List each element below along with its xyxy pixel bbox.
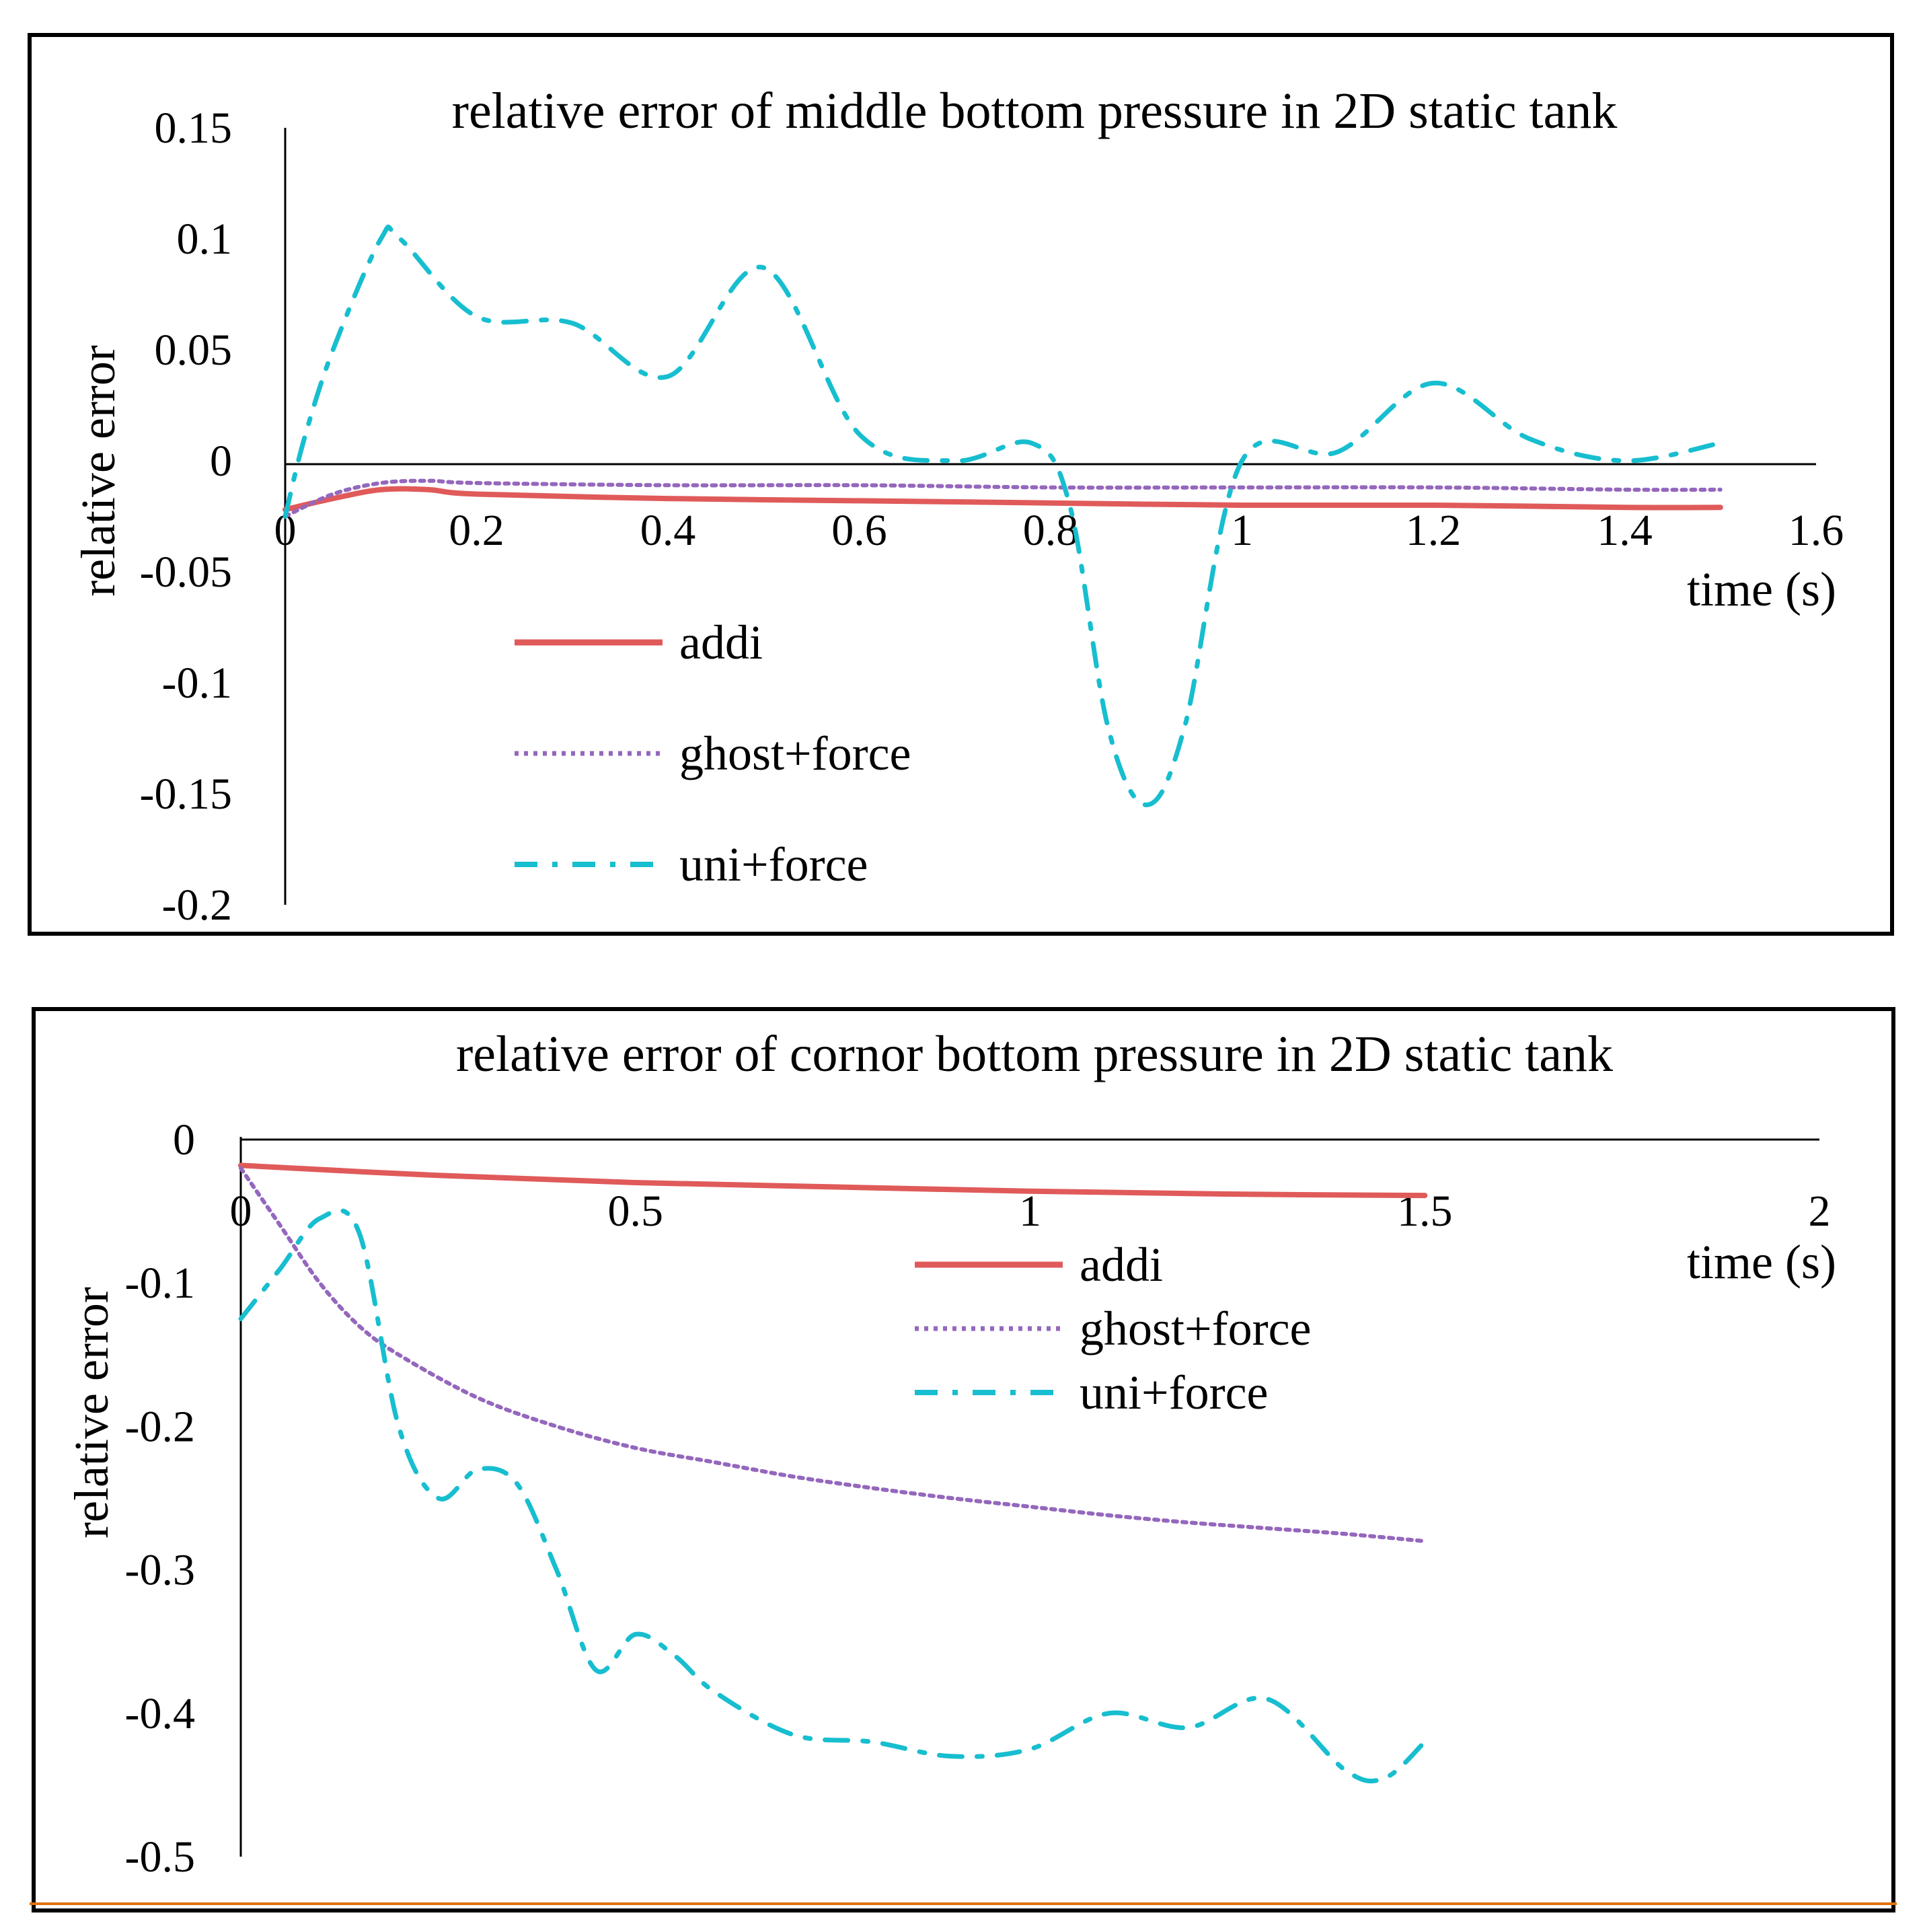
- chart-frame: [32, 1007, 1895, 1912]
- y-tick-label: 0: [173, 1115, 195, 1164]
- y-tick-label: 0.15: [155, 104, 233, 153]
- y-tick-label: -0.05: [140, 548, 232, 597]
- x-tick-label: 0: [230, 1187, 252, 1236]
- y-tick-label: -0.2: [125, 1402, 195, 1451]
- y-tick-label: -0.2: [162, 881, 232, 930]
- legend: addi ghost+force uni+force: [515, 616, 911, 891]
- chart-corner-bottom-pressure: relative error of cornor bottom pressure…: [32, 1007, 1895, 1912]
- y-tick-label: -0.15: [140, 770, 232, 819]
- y-tick-label: 0.05: [155, 326, 233, 375]
- y-tick-label: -0.5: [125, 1832, 195, 1882]
- x-tick-label: 1: [1231, 506, 1253, 555]
- chart-title: relative error of middle bottom pressure…: [452, 83, 1618, 139]
- x-tick-label: 0.6: [831, 506, 887, 555]
- y-axis-label: relative error: [65, 1287, 118, 1538]
- legend-label: ghost+force: [679, 727, 911, 780]
- legend-label: uni+force: [679, 838, 868, 891]
- x-tick-label: 0.8: [1023, 506, 1079, 555]
- x-axis-label: time (s): [1687, 1235, 1836, 1289]
- y-tick-label: 0.1: [177, 215, 233, 264]
- legend: addi ghost+force uni+force: [915, 1238, 1312, 1419]
- y-tick-label: -0.3: [125, 1546, 195, 1595]
- x-tick-label: 1.2: [1406, 506, 1462, 555]
- x-tick-label: 0.4: [640, 506, 696, 555]
- series-line-uni-force: [282, 224, 1723, 807]
- series-line-uni-force: [238, 1208, 1427, 1784]
- series-line-ghost-force: [283, 478, 1723, 519]
- series-line-addi: [238, 1162, 1428, 1199]
- series-line-addi: [282, 486, 1723, 513]
- x-tick-label: 1.6: [1788, 506, 1844, 555]
- x-axis-label: time (s): [1687, 562, 1836, 616]
- series-line-ghost-force: [239, 1166, 1427, 1543]
- y-tick-label: 0: [210, 437, 232, 486]
- legend-label: uni+force: [1080, 1366, 1268, 1419]
- legend-label: addi: [1080, 1238, 1163, 1292]
- y-axis-label: relative error: [71, 345, 125, 597]
- y-tick-label: -0.4: [125, 1689, 195, 1738]
- x-tick-label: 0.5: [608, 1187, 664, 1236]
- x-tick-label: 0.2: [449, 506, 504, 555]
- x-tick-label: 1: [1019, 1187, 1041, 1236]
- chart-title: relative error of cornor bottom pressure…: [456, 1026, 1613, 1082]
- x-tick-label: 1.4: [1597, 506, 1653, 555]
- y-tick-label: -0.1: [125, 1259, 195, 1308]
- y-tick-label: -0.1: [162, 659, 232, 708]
- legend-label: ghost+force: [1080, 1302, 1312, 1355]
- x-tick-label: 2: [1809, 1187, 1831, 1236]
- legend-label: addi: [679, 616, 763, 669]
- chart-middle-bottom-pressure: relative error of middle bottom pressure…: [28, 33, 1894, 936]
- chart-frame: [28, 33, 1894, 936]
